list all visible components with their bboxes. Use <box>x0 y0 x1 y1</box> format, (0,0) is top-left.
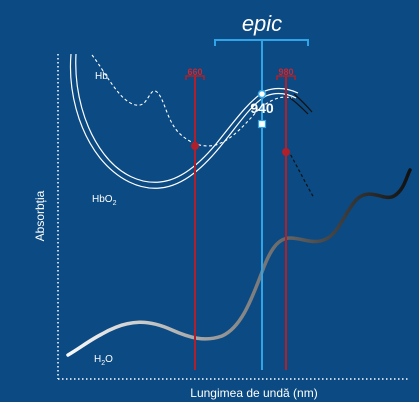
hbo2-curve-inner <box>75 53 299 183</box>
bracket-980 <box>276 75 296 80</box>
intersect-dot-660 <box>191 142 199 150</box>
label-h2o-sub: 2 <box>101 360 105 367</box>
label-h2o-main: H <box>94 354 101 365</box>
label-940: 940 <box>250 100 274 116</box>
label-660: 660 <box>187 67 202 77</box>
hb-curve <box>91 54 293 147</box>
y-axis-label: Absorbția <box>33 190 47 241</box>
label-h2o: H2O <box>94 354 113 367</box>
marker-940-bottom <box>257 119 267 129</box>
label-980: 980 <box>278 67 293 77</box>
label-hbo2-main: HbO <box>92 194 113 205</box>
hbo2-curve-tail <box>289 93 313 115</box>
marker-940-top <box>257 89 267 99</box>
x-axis-label: Lungimea de undă (nm) <box>190 386 317 400</box>
label-hbo2-sub: 2 <box>113 200 117 207</box>
bracket-660 <box>185 75 205 80</box>
intersect-dot-980 <box>282 148 290 156</box>
hb-curve-tail <box>287 149 315 199</box>
label-hb: Hb <box>95 71 108 82</box>
h2o-curve <box>66 168 412 357</box>
label-hbo2: HbO2 <box>92 194 117 207</box>
hbo2-curve-outer <box>69 53 297 189</box>
epic-brand-logo: epic <box>242 11 282 36</box>
label-h2o-tail: O <box>105 354 113 365</box>
